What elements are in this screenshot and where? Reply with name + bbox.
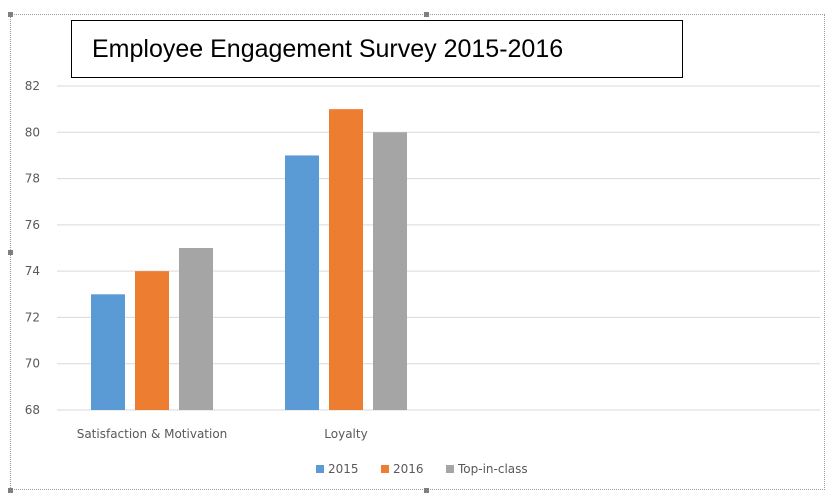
legend-label-2[interactable]: 2016: [393, 462, 424, 476]
bar-2016-1[interactable]: [135, 271, 169, 410]
y-tick-label-78: 78: [25, 172, 40, 186]
resize-handle-bottom-center[interactable]: [424, 488, 429, 493]
resize-handle-top-left[interactable]: [8, 12, 13, 17]
y-tick-label-72: 72: [25, 310, 40, 324]
y-tick-label-68: 68: [25, 403, 40, 417]
y-tick-label-80: 80: [25, 125, 40, 139]
legend-label-3[interactable]: Top-in-class: [457, 462, 528, 476]
y-tick-label-74: 74: [25, 264, 40, 278]
y-tick-label-76: 76: [25, 218, 40, 232]
legend: 2015 2016 Top-in-class: [316, 462, 528, 476]
legend-swatch-3: [446, 465, 454, 473]
bar-2016-2[interactable]: [329, 109, 363, 411]
bar-top-in-class-2[interactable]: [373, 132, 407, 411]
y-tick-label-82: 82: [25, 79, 40, 93]
x-category-label-1: Satisfaction & Motivation: [77, 427, 228, 441]
x-axis-category-labels: Satisfaction & Motivation Loyalty: [77, 427, 368, 441]
resize-handle-top-center[interactable]: [424, 12, 429, 17]
bar-top-in-class-1[interactable]: [179, 248, 213, 410]
y-tick-label-70: 70: [25, 357, 40, 371]
chart-title[interactable]: Employee Engagement Survey 2015-2016: [71, 20, 683, 78]
gridlines: [57, 85, 820, 411]
resize-handle-bottom-left[interactable]: [8, 488, 13, 493]
x-category-label-2: Loyalty: [324, 427, 367, 441]
legend-label-1[interactable]: 2015: [328, 462, 359, 476]
legend-swatch-2: [381, 465, 389, 473]
resize-handle-middle-left[interactable]: [8, 250, 13, 255]
bar-2015-2[interactable]: [285, 155, 319, 410]
bars: [91, 109, 407, 411]
bar-2015-1[interactable]: [91, 294, 125, 410]
y-axis-tick-labels: 68 70 72 74 76 78 80 82: [25, 79, 40, 417]
legend-swatch-1: [316, 465, 324, 473]
